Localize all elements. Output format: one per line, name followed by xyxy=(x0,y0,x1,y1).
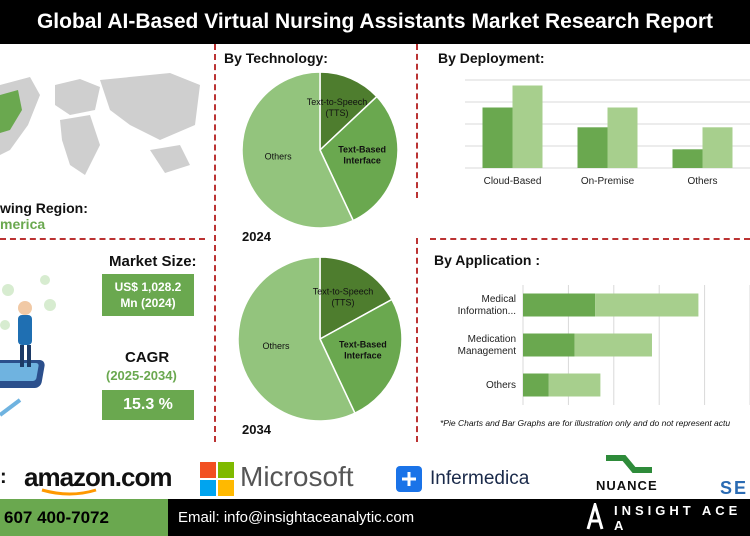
application-category-label: Medical Information... xyxy=(458,294,516,317)
cagr-period: (2025-2034) xyxy=(106,368,177,383)
highlighted-region xyxy=(0,90,22,133)
microsoft-logo: Microsoft xyxy=(240,461,354,492)
phone-number: 607 400-7072 xyxy=(0,499,168,536)
pie-label: Others xyxy=(262,341,290,351)
microsoft-logo-icon xyxy=(200,462,234,496)
deployment-category-label: Others xyxy=(687,176,717,187)
application-bar xyxy=(595,293,699,317)
insight-ace-logo-icon xyxy=(586,503,604,530)
technology-year-2024: 2024 xyxy=(242,229,271,244)
world-map-image xyxy=(0,73,200,175)
technology-year-2034: 2034 xyxy=(242,422,271,437)
brand-name: INSIGHT ACE A xyxy=(614,502,742,533)
pie-slice xyxy=(319,256,393,341)
disclaimer: *Pie Charts and Bar Graphs are for illus… xyxy=(440,418,731,428)
application-bar xyxy=(548,373,601,397)
cagr-value-box: 15.3 % xyxy=(102,390,194,420)
amazon-smile-icon xyxy=(41,488,97,496)
pie-slice xyxy=(319,298,403,415)
nuance-icon xyxy=(606,455,652,473)
cagr-label: CAGR xyxy=(125,349,170,366)
pie-label: Text-to-Speech (TTS) xyxy=(313,287,374,308)
deployment-bar xyxy=(512,85,543,168)
pie-slice xyxy=(241,71,355,229)
deployment-bar xyxy=(577,127,608,168)
pie-label: Text-to-Speech (TTS) xyxy=(307,97,368,118)
pie-label: Text-Based Interface xyxy=(339,339,387,360)
deployment-bar xyxy=(607,107,638,168)
technology-pie-2024: Text-to-Speech (TTS) Text-Based Interface Ot… xyxy=(241,71,399,229)
technology-title: By Technology: xyxy=(224,50,328,66)
region-label: wing Region: xyxy=(0,200,88,216)
deployment-bar xyxy=(672,149,703,168)
application-bar xyxy=(574,333,652,357)
se-logo: SE xyxy=(720,478,749,498)
deployment-category-label: On-Premise xyxy=(581,176,635,187)
technology-pie-2034: Text-to-Speech (TTS) Text-Based Interface Ot… xyxy=(237,256,403,422)
email-contact: Email: info@insightaceanalytic.com xyxy=(178,509,415,526)
application-bar xyxy=(523,333,575,357)
market-size-box: US$ 1,028.2 Mn (2024) xyxy=(102,274,194,316)
nurse-illustration xyxy=(0,275,56,417)
companies-label: : xyxy=(0,466,7,488)
deployment-bar-chart: Cloud-Based On-Premise Others xyxy=(465,79,750,187)
region-value: merica xyxy=(0,216,46,232)
pie-slice xyxy=(319,95,399,222)
report-title: Global AI-Based Virtual Nursing Assistan… xyxy=(0,0,750,44)
deployment-title: By Deployment: xyxy=(438,50,545,66)
application-bar xyxy=(523,373,549,397)
application-category-label: Others xyxy=(486,380,516,391)
deployment-bar xyxy=(702,127,733,168)
application-category-label: Medication Management xyxy=(458,334,517,357)
market-size-value-line1: US$ 1,028.2 xyxy=(114,280,182,294)
deployment-bar xyxy=(482,107,513,168)
deployment-category-label: Cloud-Based xyxy=(484,176,542,187)
infermedica-logo: Infermedica xyxy=(430,468,530,489)
amazon-logo: amazon.com xyxy=(24,462,172,492)
pie-slice xyxy=(319,71,378,152)
infermedica-icon xyxy=(396,466,422,492)
application-bar xyxy=(523,293,596,317)
application-bar-chart: Medical Information... Medication Managemen… xyxy=(458,285,750,405)
pie-label: Others xyxy=(265,151,293,161)
pie-slice xyxy=(237,256,356,422)
application-title: By Application : xyxy=(434,252,541,268)
market-size-label: Market Size: xyxy=(109,253,197,270)
market-size-value-line2: Mn (2024) xyxy=(120,296,176,310)
nuance-logo: NUANCE xyxy=(596,478,658,493)
pie-label: Text-Based Interface xyxy=(338,145,386,166)
